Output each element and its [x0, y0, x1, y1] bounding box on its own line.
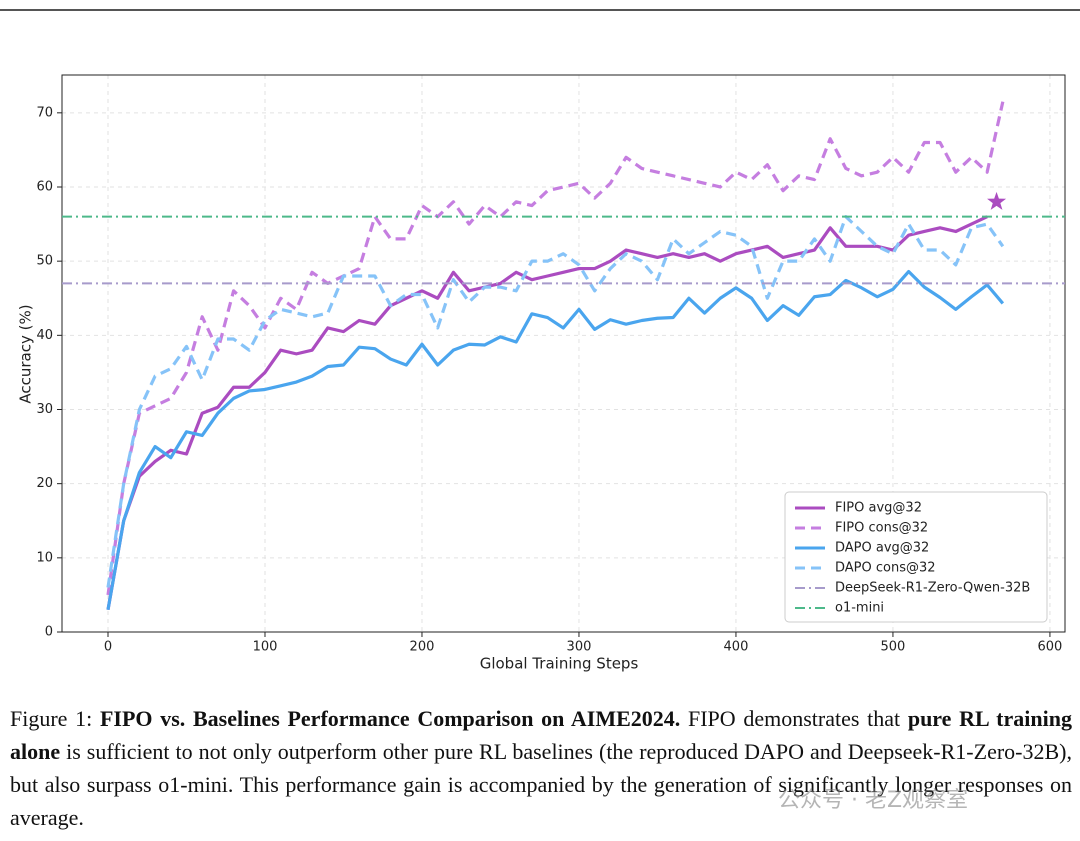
star-marker — [987, 191, 1007, 210]
y-tick-label: 40 — [36, 328, 53, 343]
x-axis-label: Global Training Steps — [480, 655, 639, 673]
legend-label: FIPO avg@32 — [835, 501, 922, 516]
caption-bold: pure RL training alone — [10, 706, 1072, 764]
y-tick-label: 10 — [36, 550, 53, 565]
x-tick-label: 300 — [567, 640, 592, 655]
series-line — [106, 101, 1005, 596]
legend-label: DAPO avg@32 — [835, 541, 929, 556]
y-tick-label: 50 — [36, 254, 53, 269]
caption-text: FIPO demonstrates that — [680, 706, 908, 731]
y-tick-label: 20 — [36, 476, 53, 491]
x-tick-label: 0 — [104, 640, 112, 655]
series-line — [106, 215, 988, 611]
legend-label: DAPO cons@32 — [835, 561, 936, 576]
legend-box — [784, 491, 1048, 623]
y-tick-label: 70 — [36, 105, 53, 120]
x-tick-label: 500 — [881, 640, 906, 655]
watermark: 公众号 · 老Z观察室 — [778, 788, 969, 813]
caption-text: is sufficient to not only outperform oth… — [10, 739, 1072, 830]
chart: Global Training Steps Accuracy (%) 0 10 20… — [0, 9, 1080, 673]
y-tick-label: 30 — [36, 402, 53, 417]
y-tick-label: 60 — [36, 179, 53, 194]
x-tick-label: 400 — [724, 640, 749, 655]
y-tick-label: 0 — [45, 625, 53, 640]
caption: Figure 1: FIPO vs. Baselines Performance… — [10, 702, 1072, 834]
caption-text: Figure 1: — [10, 706, 100, 731]
legend-label: DeepSeek-R1-Zero-Qwen-32B — [835, 581, 1030, 596]
x-tick-label: 100 — [253, 640, 278, 655]
legend-label: o1-mini — [835, 601, 884, 616]
y-axis-label: Accuracy (%) — [17, 304, 35, 403]
x-tick-label: 600 — [1038, 640, 1063, 655]
legend-label: FIPO cons@32 — [835, 521, 928, 536]
plot-frame — [61, 74, 1066, 633]
caption-bold: FIPO vs. Baselines Performance Compariso… — [99, 706, 681, 731]
x-tick-label: 200 — [410, 640, 435, 655]
series-line — [106, 269, 1005, 611]
